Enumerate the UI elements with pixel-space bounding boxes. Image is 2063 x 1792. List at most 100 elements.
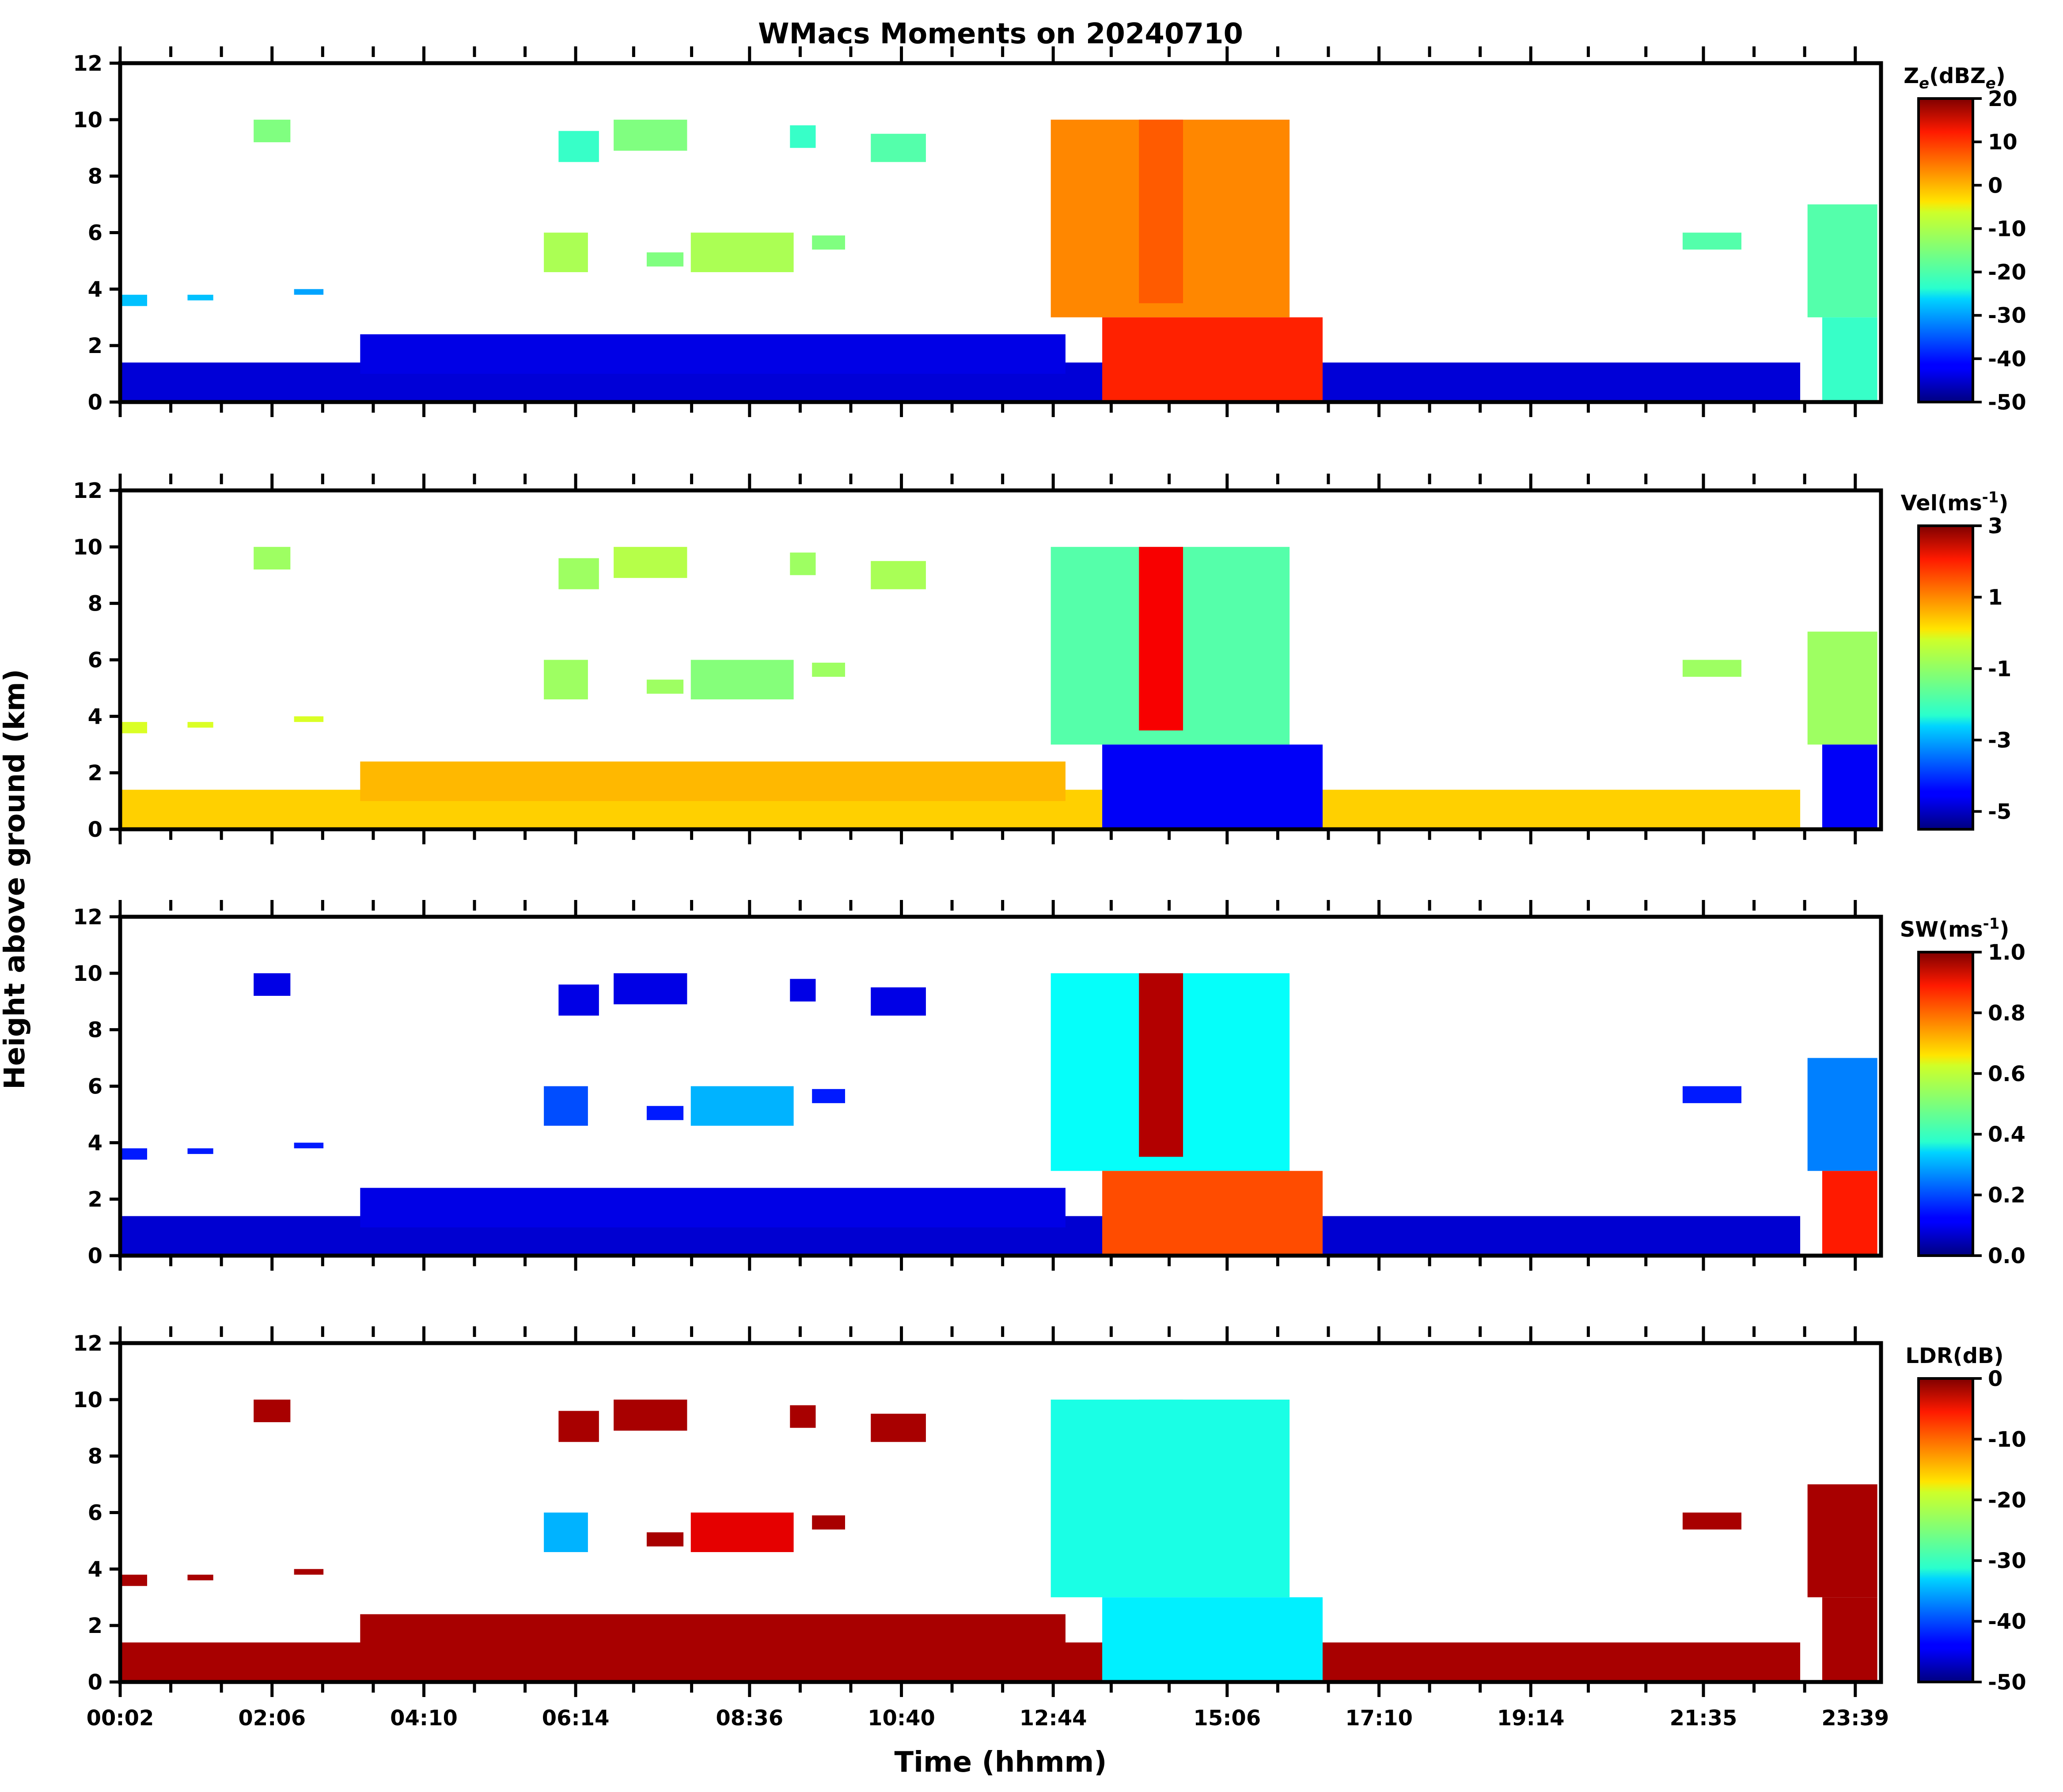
x-tick-label-10: 21:35 (1670, 1706, 1737, 1731)
colorbar-reflectivity (1917, 97, 1974, 403)
echo-reflectivity-17 (1682, 232, 1742, 250)
y-tick-label-velocity-3: 6 (88, 648, 102, 673)
echo-reflectivity-19 (1822, 317, 1877, 402)
echo-ldr-9 (871, 1413, 926, 1442)
x-tick-label-3: 06:14 (542, 1706, 610, 1731)
echo-ldr-19 (1822, 1597, 1877, 1682)
panel-velocity: 0 2 4 6 8 10 12 3 1 -1 -3 -5 Vel(ms-1) (73, 474, 2011, 844)
echo-reflectivity-1 (360, 334, 1066, 374)
echo-ldr-6 (558, 1411, 599, 1442)
echo-ldr-12 (690, 1512, 794, 1552)
colorbar-tick-label-ldr-5: -50 (1988, 1670, 2026, 1695)
colorbar-tick-label-spectrum_width-4: 0.2 (1988, 1183, 2025, 1208)
echo-reflectivity-11 (646, 252, 684, 267)
colorbar-title-velocity: Vel(ms-1) (1901, 489, 2009, 516)
y-tick-label-velocity-4: 8 (88, 592, 102, 616)
echo-velocity-1 (360, 761, 1066, 801)
echo-reflectivity-5 (254, 119, 291, 142)
echo-spectrum_width-13 (812, 1089, 846, 1103)
x-tick-label-8: 17:10 (1345, 1706, 1413, 1731)
echo-velocity-7 (614, 547, 687, 578)
echo-velocity-10 (544, 660, 588, 699)
echo-spectrum_width-1 (360, 1188, 1066, 1228)
colorbar-tick-label-reflectivity-3: -10 (1988, 216, 2026, 241)
echo-reflectivity-2 (121, 295, 148, 306)
y-tick-label-ldr-6: 12 (73, 1331, 102, 1356)
echo-spectrum_width-17 (1682, 1086, 1742, 1103)
x-tick-label-9: 19:14 (1497, 1706, 1565, 1731)
echo-reflectivity-16 (1102, 317, 1323, 402)
colorbar-title-spectrum_width: SW(ms-1) (1900, 915, 2010, 942)
echo-spectrum_width-18 (1807, 1058, 1877, 1171)
echo-reflectivity-13 (812, 235, 846, 250)
x-tick-label-2: 04:10 (390, 1706, 458, 1731)
echo-ldr-16 (1102, 1597, 1323, 1682)
echo-reflectivity-10 (544, 232, 588, 272)
colorbar-tick-label-reflectivity-4: -20 (1988, 260, 2026, 285)
echo-reflectivity-9 (871, 133, 926, 162)
panel-reflectivity: 0 2 4 6 8 10 12 20 10 0 -10 -20 -30 -40 -50 Ze(dBZe) (73, 46, 2026, 417)
x-axis-label: Time (hhmm) (895, 1746, 1107, 1779)
echo-velocity-8 (790, 552, 816, 575)
y-tick-label-velocity-6: 12 (73, 478, 102, 503)
colorbar-velocity (1917, 524, 1974, 831)
colorbar-tick-label-ldr-1: -10 (1988, 1427, 2026, 1452)
echo-spectrum_width-5 (254, 973, 291, 996)
echo-ldr-10 (544, 1512, 588, 1552)
y-tick-label-spectrum_width-0: 0 (88, 1244, 102, 1268)
y-tick-label-ldr-4: 8 (88, 1444, 102, 1469)
echo-spectrum_width-8 (790, 979, 816, 1002)
echo-ldr-5 (254, 1399, 291, 1422)
colorbar-tick-label-ldr-2: -20 (1988, 1488, 2026, 1513)
colorbar-title-ldr: LDR(dB) (1905, 1344, 2003, 1368)
echo-ldr-17 (1682, 1512, 1742, 1530)
echo-ldr-8 (790, 1405, 816, 1428)
colorbar-ldr (1917, 1377, 1974, 1683)
echo-velocity-16 (1102, 744, 1323, 829)
y-tick-label-spectrum_width-6: 12 (73, 905, 102, 930)
colorbar-tick-label-spectrum_width-0: 1.0 (1988, 940, 2025, 965)
echo-reflectivity-18 (1807, 204, 1877, 318)
echo-ldr-18 (1807, 1484, 1877, 1598)
y-tick-label-ldr-0: 0 (88, 1670, 102, 1695)
echo-spectrum_width-4 (294, 1143, 324, 1149)
x-tick-label-5: 10:40 (868, 1706, 935, 1731)
echo-ldr-1 (360, 1614, 1066, 1654)
echo-velocity-18 (1807, 631, 1877, 745)
echo-spectrum_width-2 (121, 1148, 148, 1160)
y-tick-label-ldr-3: 6 (88, 1501, 102, 1526)
echo-velocity-12 (690, 660, 794, 699)
echo-velocity-2 (121, 722, 148, 733)
panels-group: 02468101220100-10-20-30-40-50Ze(dBZe)024… (73, 46, 2026, 1731)
echo-spectrum_width-11 (646, 1106, 684, 1120)
panel-spectrum_width: 0 2 4 6 8 10 12 1.0 0.8 0.6 0.4 0.2 0.0 SW(ms-1) (73, 900, 2025, 1271)
echo-ldr-2 (121, 1575, 148, 1586)
panel-ldr: 0 2 4 6 8 10 12 00:02 02:06 04:10 06:14 08:36 10:40 1… (73, 1326, 2026, 1731)
echo-velocity-19 (1822, 744, 1877, 829)
y-tick-label-reflectivity-0: 0 (88, 390, 102, 415)
x-tick-label-4: 08:36 (716, 1706, 783, 1731)
colorbar-tick-label-ldr-4: -40 (1988, 1610, 2026, 1634)
echo-velocity-13 (812, 662, 846, 677)
echo-velocity-6 (558, 558, 599, 589)
echo-velocity-4 (294, 716, 324, 722)
y-tick-label-reflectivity-6: 12 (73, 51, 102, 76)
chart-title: WMacs Moments on 20240710 (758, 18, 1243, 50)
colorbar-title-reflectivity: Ze(dBZe) (1904, 64, 2006, 92)
echo-reflectivity-7 (614, 119, 687, 151)
y-axis-label: Height above ground (km) (0, 669, 31, 1090)
x-tick-label-6: 12:44 (1020, 1706, 1087, 1731)
colorbar-tick-label-velocity-4: -5 (1988, 800, 2011, 824)
colorbar-tick-label-velocity-3: -3 (1988, 728, 2011, 753)
echo-reflectivity-4 (294, 289, 324, 295)
x-tick-label-1: 02:06 (238, 1706, 306, 1731)
colorbar-tick-label-spectrum_width-1: 0.8 (1988, 1001, 2025, 1025)
y-tick-label-velocity-0: 0 (88, 817, 102, 842)
echo-velocity-17 (1682, 660, 1742, 677)
y-tick-label-reflectivity-4: 8 (88, 164, 102, 189)
y-tick-label-reflectivity-1: 2 (88, 334, 102, 358)
echo-reflectivity-12 (690, 232, 794, 272)
echo-reflectivity-6 (558, 131, 599, 162)
echo-reflectivity-3 (187, 295, 213, 300)
y-tick-label-reflectivity-2: 4 (88, 277, 102, 302)
